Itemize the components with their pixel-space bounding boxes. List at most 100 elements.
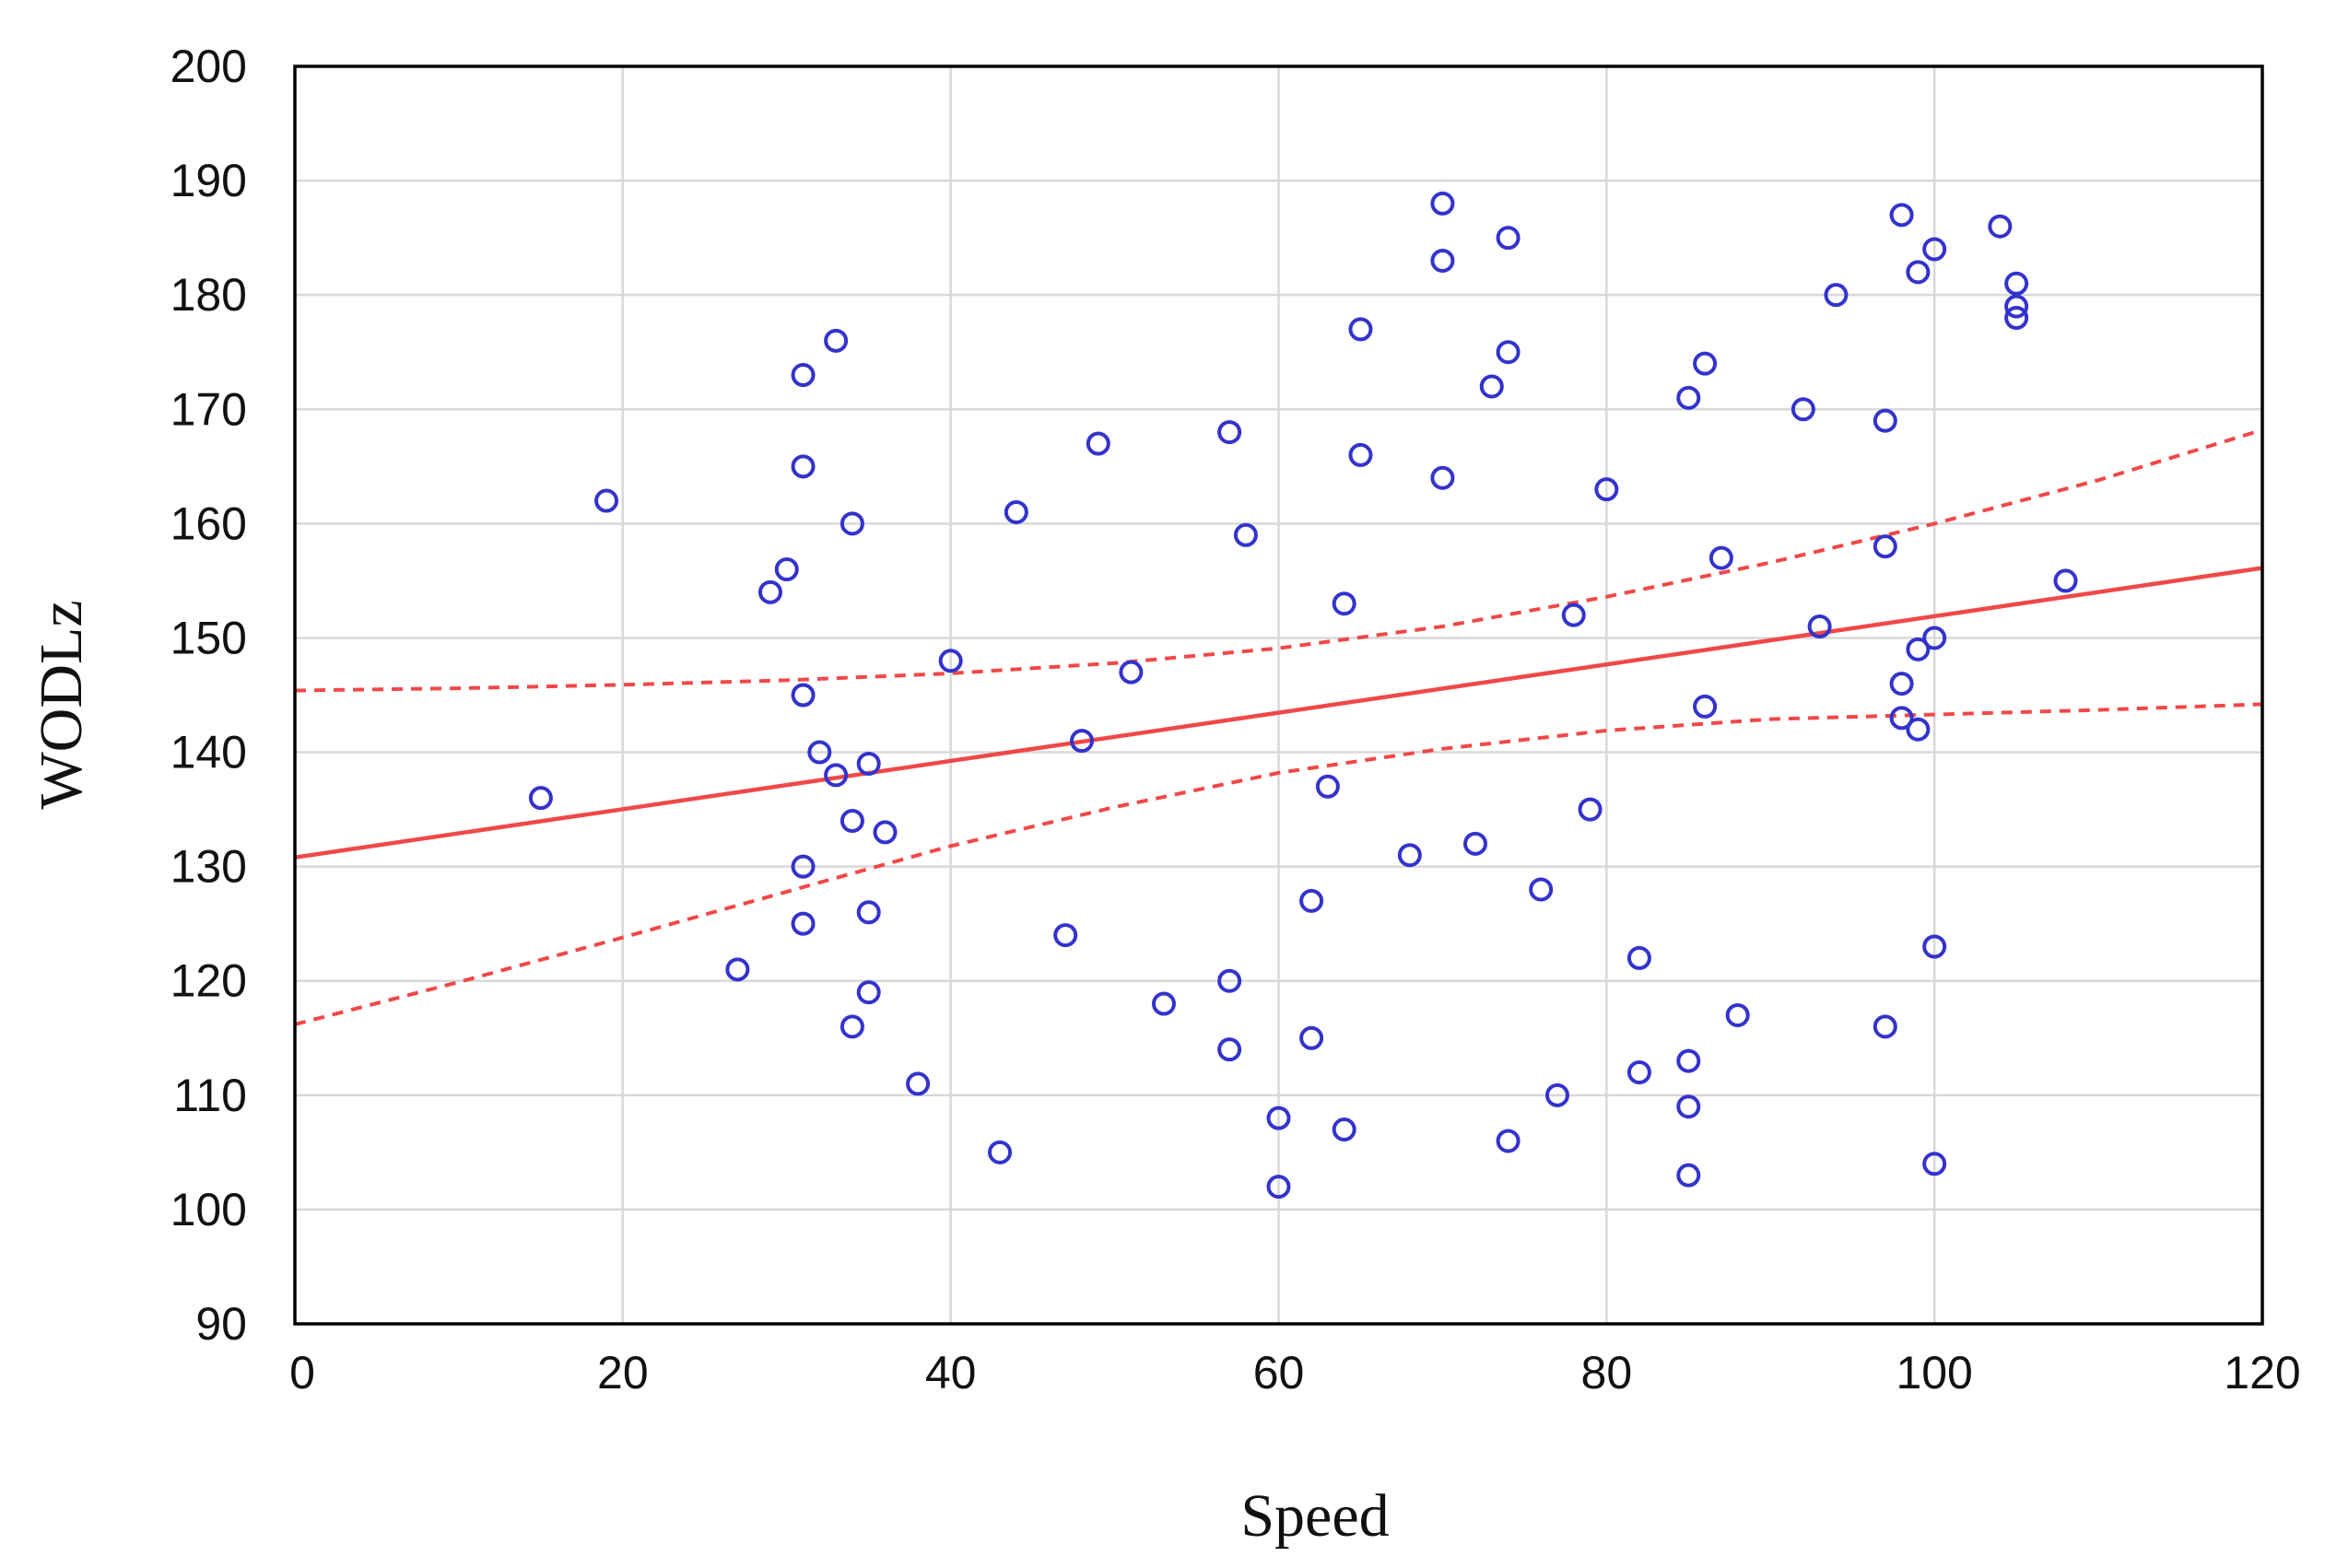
scatter-point [1430,465,1455,490]
scatter-point [856,751,881,776]
y-tick-label: 180 [170,269,247,321]
scatter-point [594,488,619,513]
scatter-point [1791,397,1815,422]
scatter-point [1873,534,1897,559]
y-tick-label: 200 [170,41,247,92]
x-tick-label: 100 [1896,1347,1972,1398]
scatter-point [840,1014,864,1039]
scatter-points [528,191,2078,1199]
x-tick-label: 40 [925,1347,977,1398]
scatter-point [1053,923,1078,948]
scatter-point [988,1140,1013,1164]
scatter-point [2004,271,2029,296]
scatter-point [791,911,816,936]
scatter-point [1873,1014,1897,1039]
scatter-point [1397,843,1422,868]
scatter-point [1119,660,1144,685]
scatter-point [1496,1129,1521,1153]
plot-frame [293,64,2264,1326]
scatter-point [1676,1094,1701,1119]
scatter-point [1348,442,1373,467]
scatter-point [2004,294,2029,319]
scatter-point [1070,729,1094,754]
y-tick-label: 190 [170,155,247,206]
scatter-point [791,683,816,708]
scatter-point [1348,317,1373,342]
x-tick-label: 80 [1581,1347,1633,1398]
scatter-point [1594,477,1619,502]
regression-line [294,566,2263,860]
scatter-point [1086,431,1110,456]
scatter-point [528,786,553,811]
x-tick-label: 20 [597,1347,649,1398]
y-tick-label: 170 [170,383,247,435]
confidence-lower-line [294,702,2263,1026]
scatter-point [1479,374,1504,399]
y-tick-label: 90 [195,1298,247,1350]
scatter-point [1676,385,1701,410]
scatter-point [1693,694,1718,719]
scatter-point [2053,568,2078,593]
scatter-point [1922,237,1947,262]
scatter-point [791,454,816,479]
scatter-point [1430,248,1455,273]
scatter-point [824,763,849,788]
scatter-point [1299,1025,1324,1050]
scatter-point [1906,637,1931,661]
gridlines [293,64,2264,1326]
scatter-point [1889,672,1914,696]
scatter-point [1496,226,1521,251]
scatter-point [757,579,782,604]
scatter-point [938,649,963,673]
scatter-point [774,557,799,581]
x-tick-label: 120 [2224,1347,2300,1398]
y-tick-label: 160 [170,497,247,549]
y-tick-label: 110 [173,1070,247,1121]
x-tick-label: 60 [1253,1347,1305,1398]
scatter-point [840,809,864,833]
scatter-point [1725,1002,1750,1027]
scatter-point [1217,420,1242,445]
scatter-point [1906,717,1931,742]
scatter-point [1626,1060,1651,1084]
scatter-point [1217,968,1242,993]
scatter-point [1889,706,1914,731]
scatter-point [1496,340,1521,365]
confidence-band [294,427,2263,1026]
scatter-point [840,511,864,536]
scatter-point [1824,283,1849,308]
scatter-point [1315,774,1340,799]
scatter-point [1233,522,1258,547]
scatter-point [1626,945,1651,970]
scatter-point [1693,351,1718,376]
scatter-point [1004,499,1028,524]
scatter-point [1922,626,1947,650]
scatter-point [1151,991,1176,1016]
scatter-point [1922,934,1947,959]
y-tick-label: 140 [170,727,247,778]
scatter-point [1463,831,1487,856]
y-tick-label: 150 [170,612,247,663]
scatter-point [1266,1175,1291,1199]
scatter-point [1988,214,2013,239]
scatter-point [807,740,832,765]
x-tick-labels: 0 20 40 60 80 100 120 [289,1347,2301,1398]
scatter-point [1217,1037,1242,1062]
scatter-point [1299,888,1324,913]
x-tick-label: 0 [289,1347,315,1398]
scatter-point [1561,603,1586,627]
scatter-point [1578,797,1603,822]
scatter-point [1873,408,1897,433]
scatter-point [1544,1082,1569,1107]
y-tick-label: 100 [170,1184,247,1235]
y-tick-label: 130 [170,841,247,893]
y-tick-labels: 90 100 110 120 130 140 150 160 170 180 190 200 [170,41,247,1350]
scatter-point [873,820,898,845]
scatter-point [1266,1106,1291,1130]
y-axis-title: WODLz [28,600,95,809]
scatter-point [1332,1117,1356,1142]
x-axis-title: Speed [1240,1482,1389,1550]
scatter-point [791,363,816,388]
